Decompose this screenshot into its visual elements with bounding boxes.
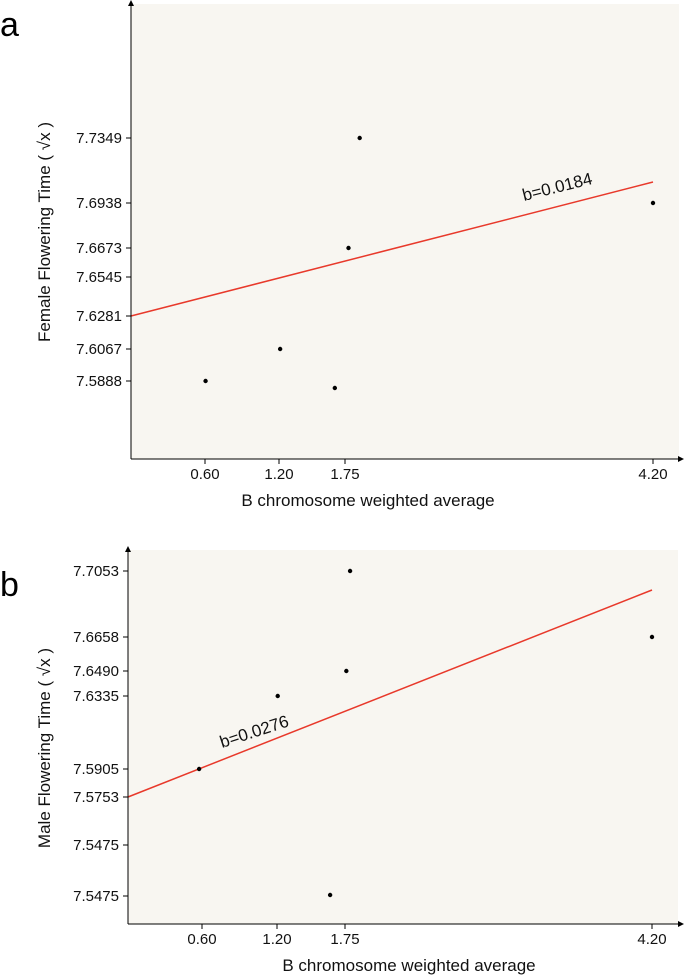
panel-b: 0.60 1.20 1.75 4.20 7.7053 7.6658 7.6490 7.633… bbox=[0, 546, 684, 975]
panel-a-y-tick-label: 7.5888 bbox=[76, 373, 122, 390]
panel-b-data-point-1 bbox=[347, 568, 353, 574]
panel-a-data-point-3 bbox=[346, 245, 351, 251]
panel-a-y-axis-title: Female Flowering Time ( √x ) bbox=[35, 122, 54, 342]
panel-a-x-tick-label: 4.20 bbox=[638, 466, 667, 483]
panel-a-data-point-2 bbox=[650, 200, 656, 206]
panel-a-data-point-1 bbox=[357, 135, 362, 141]
panel-a-regression bbox=[130, 181, 654, 317]
panel-b-x-ticks: 0.60 1.20 1.75 4.20 bbox=[187, 924, 667, 948]
panel-b-y-tick-label: 7.7053 bbox=[73, 563, 119, 580]
panel-a-x-tick-label: 0.60 bbox=[190, 466, 219, 483]
panel-b-x-arrow bbox=[678, 921, 684, 927]
panel-a-y-tick-label: 7.6545 bbox=[76, 269, 122, 286]
panel-b-points bbox=[196, 568, 655, 898]
panel-b-y-tick-label: 7.5905 bbox=[73, 761, 119, 778]
panel-b-y-tick-label: 7.6490 bbox=[73, 663, 119, 680]
panel-b-y-arrow bbox=[125, 546, 131, 552]
panel-b-regression bbox=[127, 589, 653, 798]
panel-b-y-tick-label: 7.5475 bbox=[73, 837, 119, 854]
panel-b-x-tick-label: 1.20 bbox=[262, 931, 291, 948]
panel-b-plot-background bbox=[128, 550, 678, 924]
panel-a-data-point-4 bbox=[277, 346, 283, 352]
panel-a-y-ticks: 7.7349 7.6938 7.6673 7.6545 7.6281 7.6067 7.58… bbox=[76, 130, 131, 390]
panel-a-x-tick-label: 1.75 bbox=[330, 466, 359, 483]
panel-b-y-tick-label: 7.5475 bbox=[73, 888, 119, 905]
panel-b-letter: b bbox=[0, 566, 19, 604]
panel-b-y-tick-label: 7.5753 bbox=[73, 789, 119, 806]
panel-b-x-tick-label: 1.75 bbox=[330, 931, 359, 948]
panel-b-regression-line bbox=[127, 589, 653, 798]
panel-a-y-tick-label: 7.7349 bbox=[76, 130, 122, 147]
panel-b-data-point-2 bbox=[649, 634, 655, 640]
panel-b-data-point-3 bbox=[344, 668, 349, 674]
panel-b-data-point-5 bbox=[196, 766, 202, 772]
panel-a-y-tick-label: 7.6067 bbox=[76, 341, 122, 358]
panel-a-y-arrow bbox=[128, 0, 134, 6]
panel-a-plot-background bbox=[131, 4, 679, 459]
panel-a-x-tick-label: 1.20 bbox=[264, 466, 293, 483]
panel-b-y-tick-label: 7.6335 bbox=[73, 688, 119, 705]
panel-b-data-point-6 bbox=[327, 892, 333, 898]
panel-a-y-tick-label: 7.6281 bbox=[76, 308, 122, 325]
panel-a-points bbox=[203, 135, 656, 391]
panel-b-y-axis-title: Male Flowering Time ( √x ) bbox=[35, 648, 54, 848]
panel-a-y-tick-label: 7.6673 bbox=[76, 240, 122, 257]
panel-a-data-point-5 bbox=[203, 378, 208, 384]
panel-b-x-axis-title: B chromosome weighted average bbox=[282, 956, 535, 975]
panel-a-x-ticks: 0.60 1.20 1.75 4.20 bbox=[190, 459, 668, 483]
panel-a-x-axis-title: B chromosome weighted average bbox=[241, 491, 494, 510]
panel-b-x-tick-label: 4.20 bbox=[637, 931, 666, 948]
panel-a-data-point-6 bbox=[332, 385, 338, 391]
panel-a-y-tick-label: 7.6938 bbox=[76, 195, 122, 212]
panel-a: 0.60 1.20 1.75 4.20 7.7349 7.6938 7.6673 7.654… bbox=[0, 0, 684, 510]
panel-b-x-tick-label: 0.60 bbox=[187, 931, 216, 948]
panel-a-x-arrow bbox=[678, 456, 684, 462]
panel-b-y-tick-label: 7.6658 bbox=[73, 629, 119, 646]
panel-a-regression-line bbox=[130, 181, 654, 317]
panel-a-letter: a bbox=[0, 6, 19, 44]
panel-b-y-ticks: 7.7053 7.6658 7.6490 7.6335 7.5905 7.5753 7.54… bbox=[73, 563, 128, 905]
panel-b-data-point-4 bbox=[275, 693, 280, 699]
